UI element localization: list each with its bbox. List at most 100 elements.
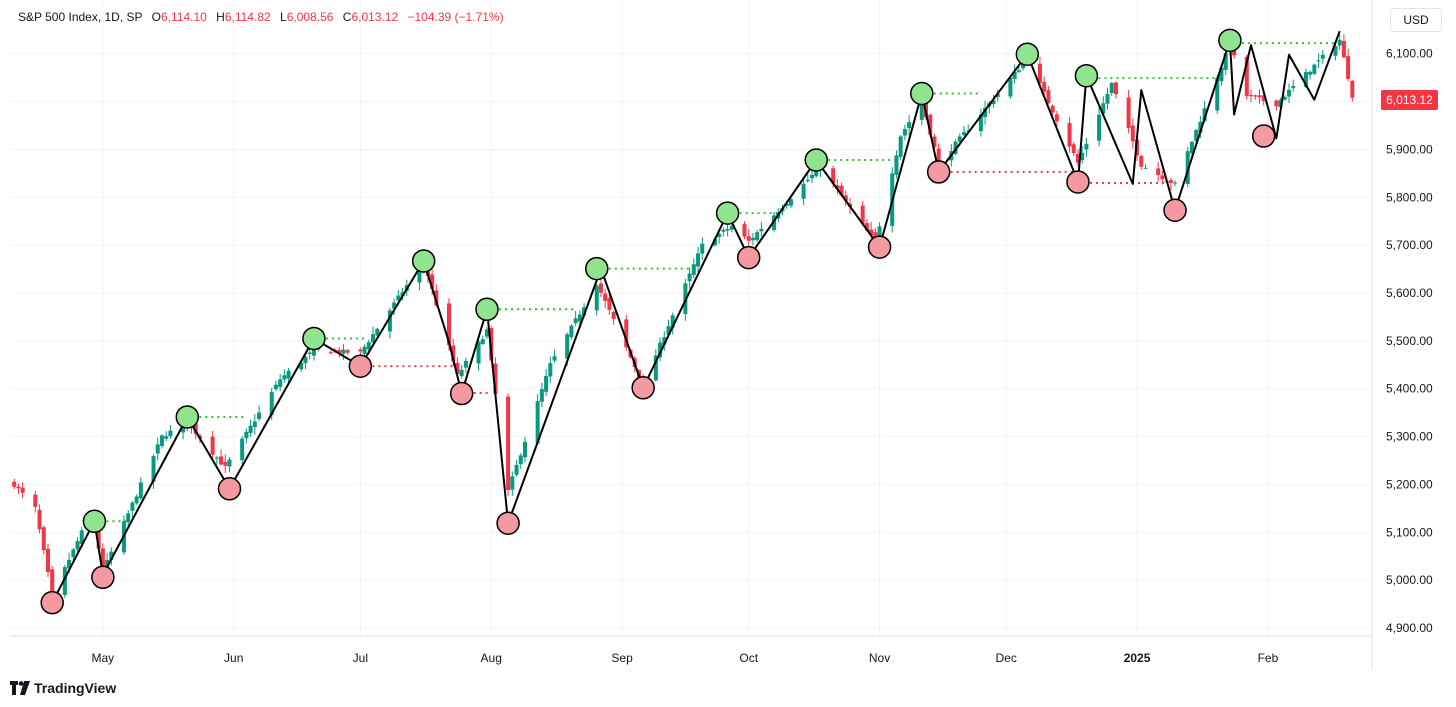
up-candle <box>953 141 958 154</box>
up-candle <box>1101 103 1106 114</box>
down-candle <box>430 274 435 289</box>
up-candle <box>1303 72 1308 87</box>
time-tick-label: Oct <box>739 651 758 665</box>
time-tick-label: May <box>92 651 115 665</box>
down-candle <box>337 349 342 354</box>
up-candle <box>877 226 882 244</box>
down-candle <box>345 350 350 353</box>
swing-low-marker <box>631 376 655 400</box>
up-candle <box>480 339 485 344</box>
swing-low-marker <box>496 511 520 535</box>
up-candle <box>1333 46 1338 56</box>
up-candle <box>1143 167 1148 169</box>
tradingview-logo[interactable]: TradingView <box>10 680 116 696</box>
up-candle <box>67 559 72 569</box>
swing-low-marker <box>1163 198 1187 222</box>
low-value: 6,008.56 <box>286 10 334 24</box>
up-candle <box>1109 82 1114 94</box>
support-resistance-levels <box>94 42 1336 523</box>
open-value: 6,114.10 <box>161 10 207 24</box>
down-candle <box>1350 80 1355 98</box>
up-candle <box>907 122 912 129</box>
up-candle <box>1016 70 1021 73</box>
up-candle <box>252 421 257 427</box>
price-tick-label: 5,800.00 <box>1386 190 1433 204</box>
symbol-legend: S&P 500 Index, 1D, SP O6,114.10 H6,114.8… <box>18 10 504 24</box>
swing-high-marker <box>175 405 200 429</box>
up-candle <box>518 455 523 465</box>
up-candle <box>510 476 515 490</box>
down-candle <box>1054 114 1059 122</box>
up-candle <box>1278 99 1283 108</box>
up-candle <box>134 496 139 504</box>
up-candle <box>552 356 557 361</box>
price-tick-label: 5,100.00 <box>1386 525 1433 539</box>
swing-low-marker <box>1066 170 1090 194</box>
down-candle <box>746 236 751 241</box>
time-tick-label: Aug <box>481 651 502 665</box>
down-candle <box>607 297 612 310</box>
down-candle <box>1042 81 1047 92</box>
up-candle <box>565 334 570 359</box>
up-candle <box>814 168 819 177</box>
price-axis[interactable]: 4,900.00 5,000.00 5,100.00 5,200.00 5,300.00… <box>1386 47 1433 635</box>
time-tick-label: Sep <box>611 651 633 665</box>
up-candle <box>801 183 806 199</box>
down-candle <box>1067 122 1072 147</box>
down-candle <box>1244 56 1249 97</box>
up-candle <box>214 457 219 459</box>
legend-symbol[interactable]: S&P 500 Index, 1D, SP <box>18 10 143 24</box>
currency-button[interactable]: USD <box>1390 8 1442 32</box>
down-candle <box>742 224 747 237</box>
up-candle <box>1202 108 1207 122</box>
up-candle <box>392 302 397 309</box>
down-candle <box>1126 97 1131 129</box>
down-candle <box>1261 95 1266 101</box>
high-label: H <box>216 10 225 24</box>
up-candle <box>1316 60 1321 62</box>
down-candle <box>843 195 848 201</box>
down-candle <box>1257 95 1262 98</box>
down-candle <box>1274 100 1279 107</box>
up-candle <box>957 136 962 142</box>
swing-low-marker <box>736 245 761 270</box>
up-candle <box>1097 114 1102 141</box>
swing-low-marker <box>1251 124 1276 148</box>
down-candle <box>1037 63 1042 83</box>
swing-low-marker <box>926 160 951 184</box>
up-candle <box>805 179 810 182</box>
up-candle <box>1219 67 1224 82</box>
up-candle <box>696 253 701 267</box>
up-candle <box>1185 151 1190 184</box>
time-axis[interactable]: May Jun Jul Aug Sep Oct Nov Dec 2025 Feb <box>92 651 1279 665</box>
up-candle <box>126 513 131 523</box>
close-label: C <box>342 10 352 24</box>
up-candle <box>569 325 574 338</box>
down-candle <box>624 319 629 348</box>
price-tick-label: 5,400.00 <box>1386 382 1433 396</box>
swing-low-marker <box>449 381 474 406</box>
up-candle <box>535 401 540 444</box>
price-tick-label: 5,600.00 <box>1386 286 1433 300</box>
up-candle <box>1105 93 1110 104</box>
up-candle <box>362 346 367 354</box>
candlestick-series <box>12 34 1355 599</box>
time-tick-label: Feb <box>1258 651 1279 665</box>
down-candle <box>1253 95 1258 97</box>
price-tick-label: 5,300.00 <box>1386 430 1433 444</box>
up-candle <box>1194 130 1199 141</box>
down-candle <box>598 283 603 293</box>
down-candle <box>20 487 25 493</box>
swing-high-marker <box>82 509 107 534</box>
down-candle <box>33 494 38 507</box>
down-candle <box>1113 82 1118 95</box>
up-candle <box>755 232 760 241</box>
up-candle <box>772 215 777 230</box>
up-candle <box>257 412 262 419</box>
up-candle <box>658 342 663 358</box>
up-candle <box>341 349 346 354</box>
price-tick-label: 5,000.00 <box>1386 573 1433 587</box>
down-candle <box>493 363 498 395</box>
down-candle <box>45 548 50 573</box>
